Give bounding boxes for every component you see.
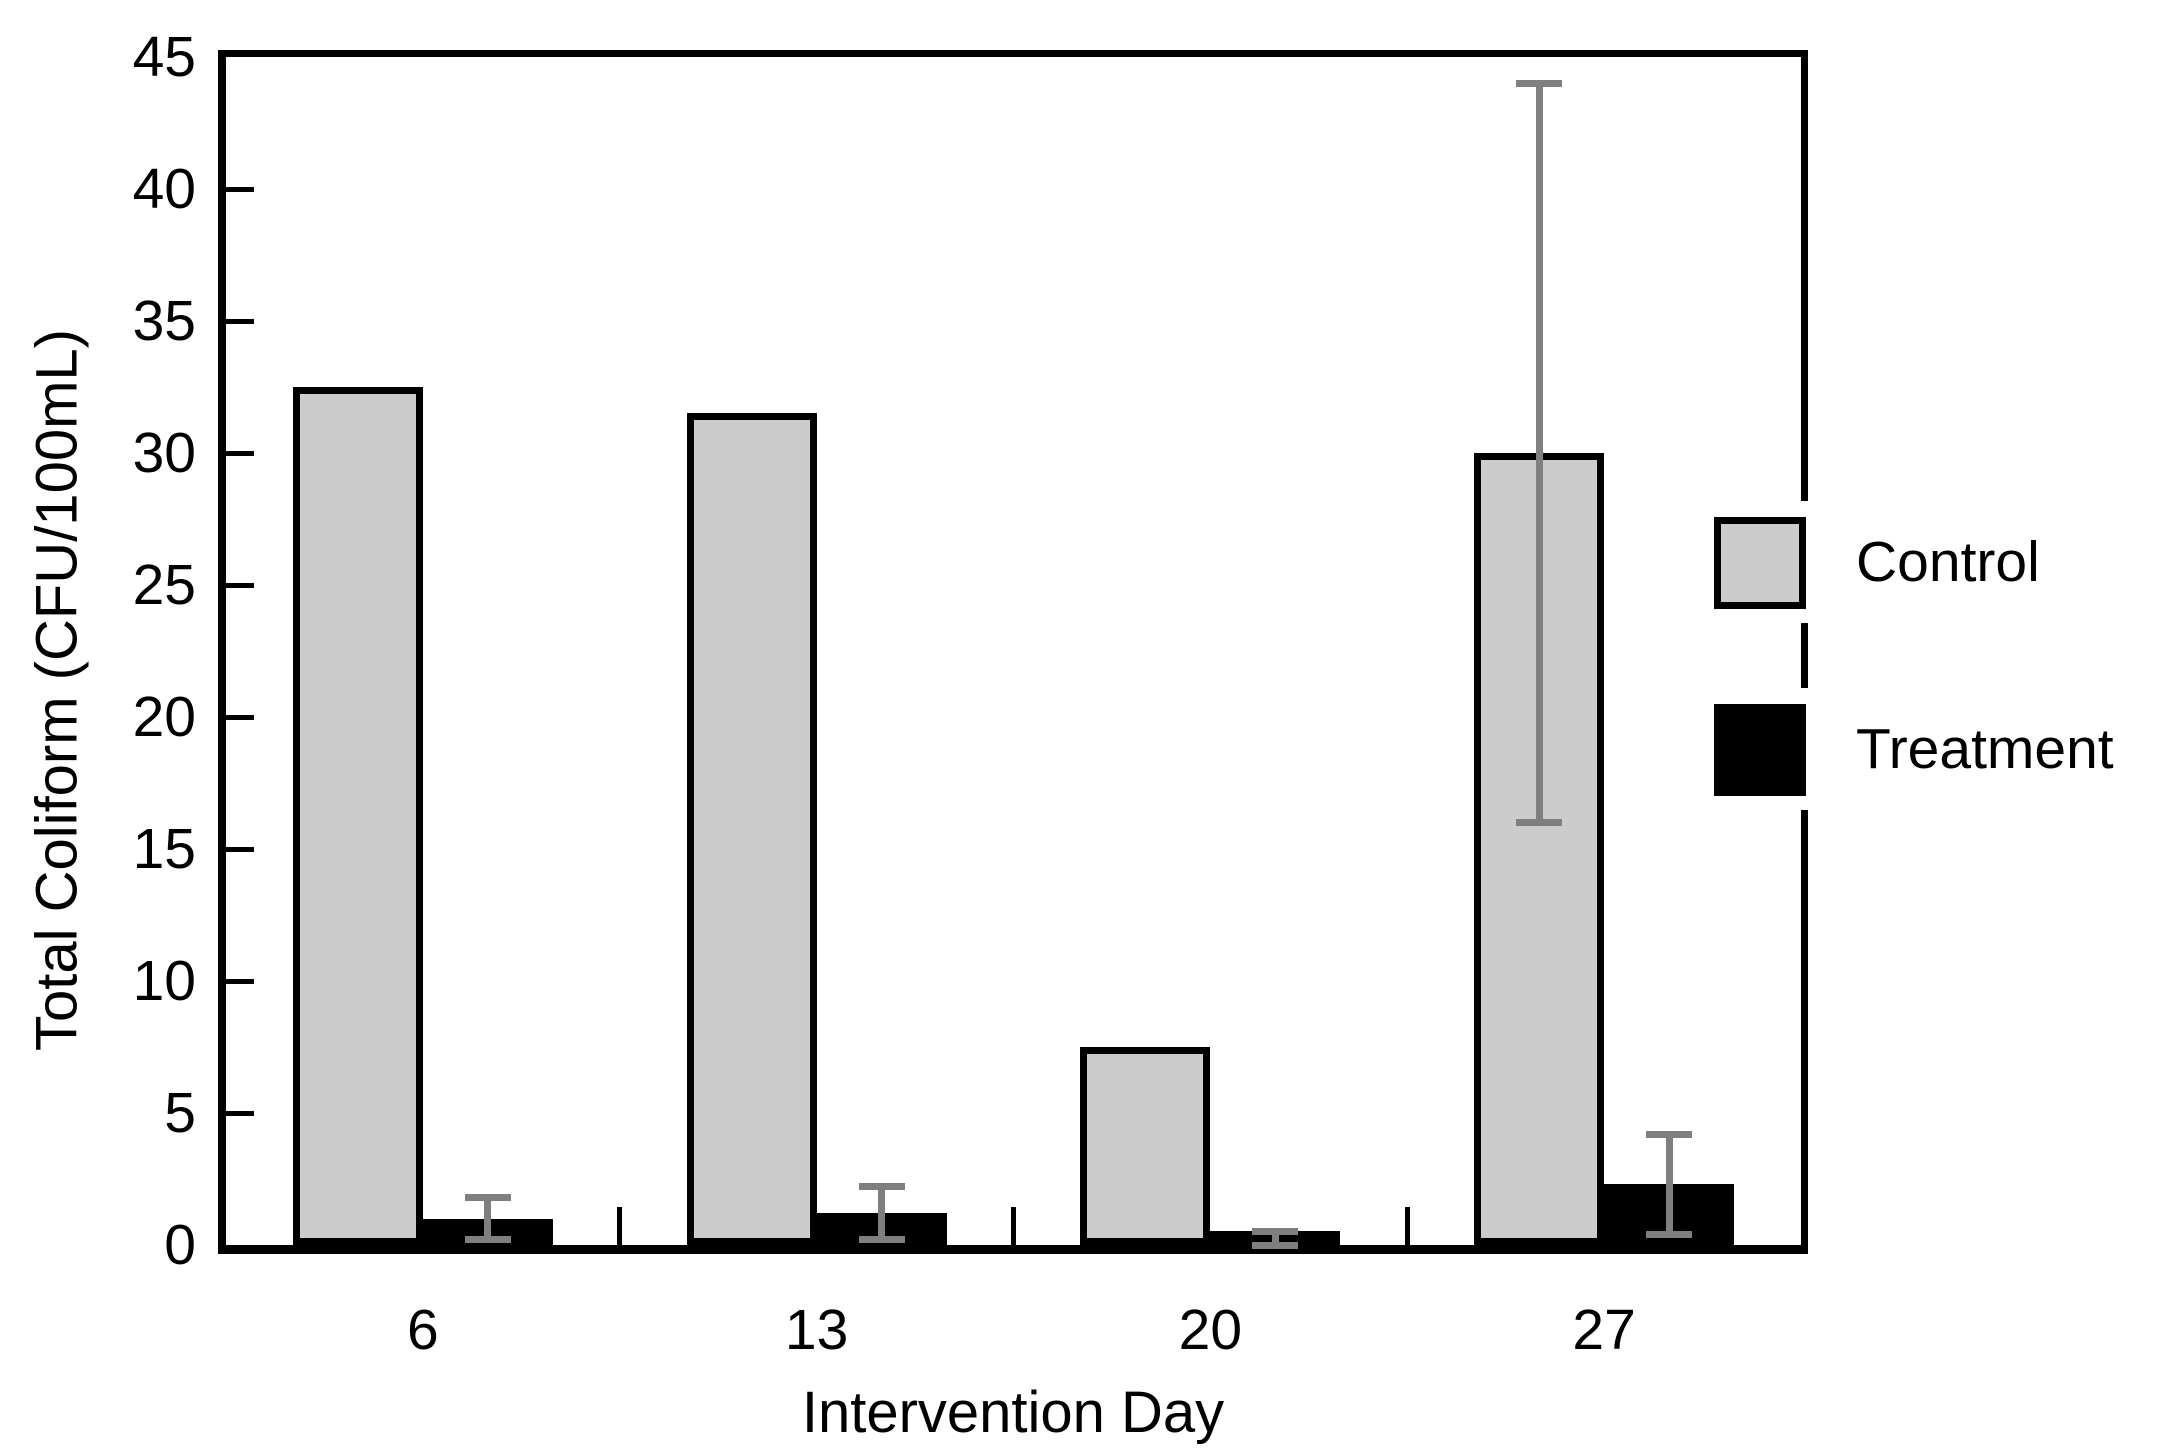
y-tick-25 — [226, 582, 254, 588]
y-tick-label-30: 30 — [132, 421, 196, 485]
y-tick-label-40: 40 — [132, 157, 196, 221]
err-cap — [464, 1236, 511, 1244]
err-cap — [464, 1193, 511, 1201]
y-tick-20 — [226, 714, 254, 720]
x-tick-label-27: 27 — [1572, 1298, 1636, 1362]
y-tick-label-35: 35 — [132, 289, 196, 353]
err-stem — [1665, 1134, 1673, 1235]
err-stem — [1535, 83, 1543, 823]
x-tick-label-20: 20 — [1178, 1298, 1243, 1362]
y-tick-30 — [226, 450, 254, 456]
y-tick-label-0: 0 — [164, 1213, 196, 1277]
y-tick-label-15: 15 — [132, 817, 196, 881]
legend-swatch-control — [1714, 517, 1806, 609]
x-axis-title: Intervention Day — [801, 1380, 1225, 1445]
x-tick-label-6: 6 — [407, 1298, 439, 1362]
x-divider-tick-2 — [1011, 1207, 1016, 1245]
bar-control-day13 — [686, 413, 817, 1245]
x-divider-tick-3 — [1404, 1207, 1410, 1245]
y-tick-label-10: 10 — [132, 949, 196, 1013]
y-tick-5 — [226, 1110, 254, 1116]
err-cap — [1646, 1230, 1693, 1238]
err-cap — [1252, 1228, 1299, 1236]
err-cap — [1516, 819, 1563, 827]
y-tick-label-25: 25 — [132, 553, 196, 617]
legend-label-control: Control — [1856, 530, 2040, 594]
x-tick-label-13: 13 — [784, 1298, 849, 1362]
x-divider-tick-1 — [617, 1207, 623, 1245]
y-tick-10 — [226, 978, 254, 984]
err-cap — [1252, 1241, 1299, 1249]
y-tick-label-5: 5 — [164, 1081, 196, 1145]
y-tick-15 — [226, 846, 254, 852]
bar-control-day20 — [1080, 1047, 1211, 1245]
y-tick-35 — [226, 318, 254, 324]
plot-area — [218, 50, 1808, 1254]
err-cap — [858, 1183, 905, 1191]
err-cap — [1516, 79, 1563, 87]
y-tick-label-45: 45 — [132, 25, 196, 89]
err-cap — [858, 1236, 905, 1244]
bar-control-day6 — [292, 387, 423, 1245]
legend-entry-treatment — [1700, 688, 1820, 810]
legend-label-treatment: Treatment — [1856, 717, 2114, 781]
err-stem — [878, 1186, 886, 1240]
err-stem — [1271, 1231, 1279, 1245]
legend-swatch-treatment — [1714, 704, 1806, 796]
err-stem — [484, 1197, 492, 1240]
err-cap — [1646, 1130, 1693, 1138]
legend-entry-control — [1700, 501, 1820, 623]
y-tick-40 — [226, 186, 254, 192]
y-tick-label-20: 20 — [132, 685, 196, 749]
